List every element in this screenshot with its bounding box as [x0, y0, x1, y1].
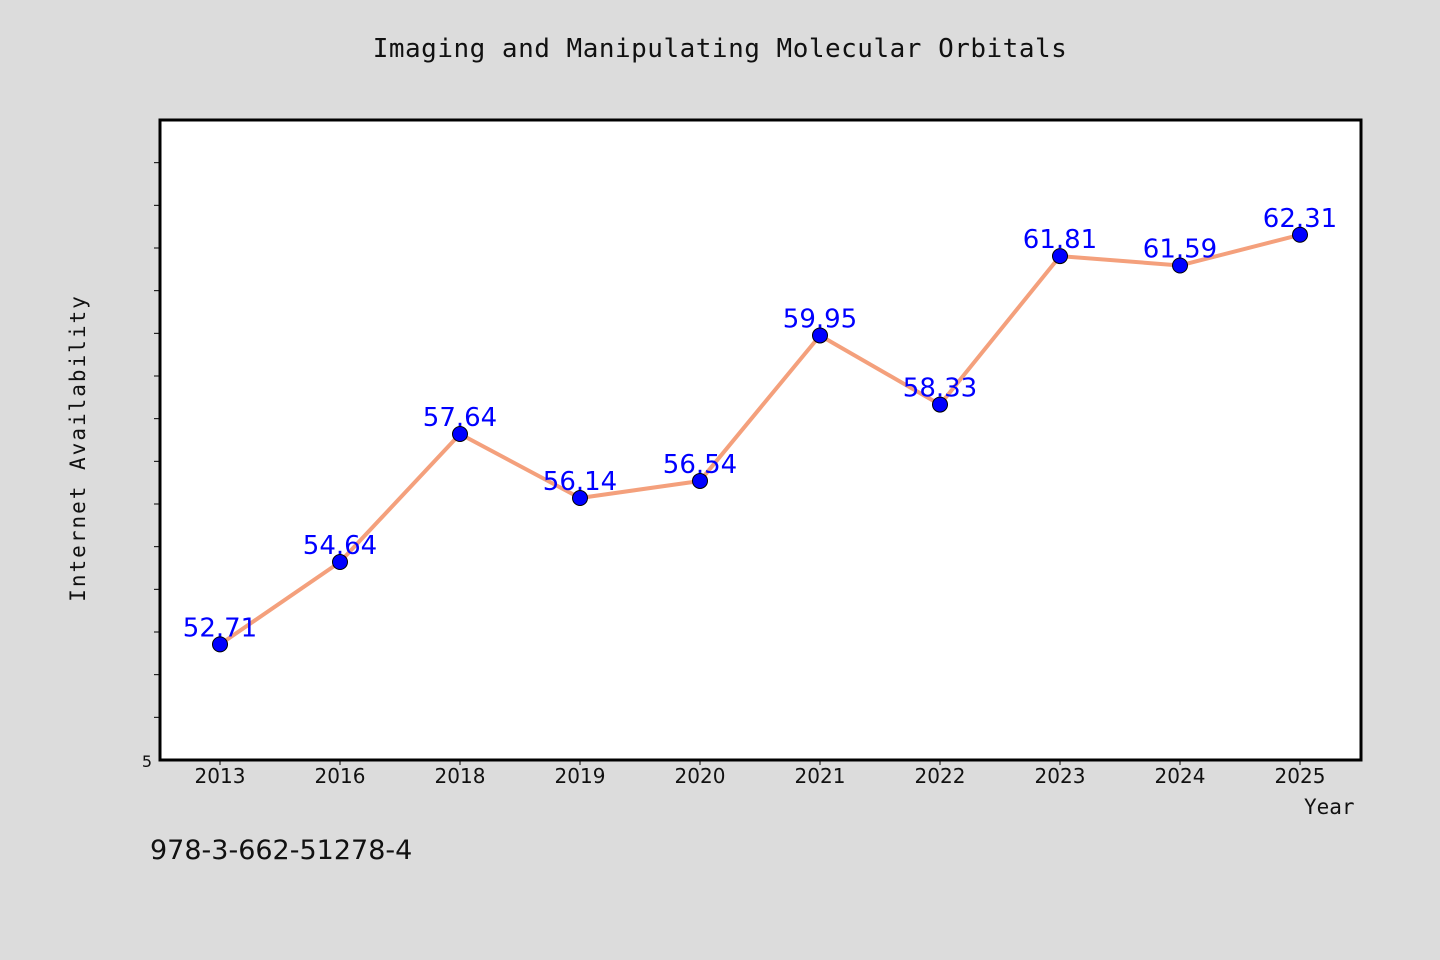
data-label: 61.59	[1143, 234, 1217, 264]
x-tick-label: 2019	[555, 764, 606, 788]
chart-title: Imaging and Manipulating Molecular Orbit…	[372, 34, 1068, 64]
data-point	[1292, 226, 1308, 243]
data-point	[212, 636, 228, 653]
data-point	[932, 396, 948, 413]
data-label: 57.64	[423, 403, 497, 433]
data-point	[452, 426, 468, 443]
data-point	[812, 327, 828, 344]
plot-frame	[158, 118, 1363, 762]
x-tick-label: 2024	[1155, 764, 1206, 788]
data-point	[1172, 257, 1188, 274]
y-tick-label: 5	[142, 752, 152, 771]
data-label: 56.14	[543, 467, 617, 497]
y-axis-label: Internet Availability	[66, 294, 90, 602]
data-point	[1052, 248, 1068, 265]
x-tick-label: 2013	[195, 764, 246, 788]
data-point	[332, 554, 348, 571]
data-label: 52.71	[183, 613, 257, 643]
isbn-footnote: 978-3-662-51278-4	[150, 835, 413, 866]
x-tick-label: 2022	[915, 764, 966, 788]
data-point	[572, 490, 588, 507]
x-tick-label: 2021	[795, 764, 846, 788]
data-point	[692, 472, 708, 489]
x-tick-label: 2018	[435, 764, 486, 788]
data-label: 62.31	[1263, 204, 1337, 234]
data-label: 54.64	[303, 531, 377, 561]
x-tick-label: 2016	[315, 764, 366, 788]
data-label: 61.81	[1023, 225, 1097, 255]
data-label: 58.33	[903, 374, 977, 404]
x-tick-label: 2025	[1275, 764, 1326, 788]
data-label: 56.54	[663, 450, 737, 480]
x-axis-label: Year	[1304, 795, 1355, 819]
plot-area	[160, 120, 1361, 760]
series-line	[218, 232, 1302, 647]
x-tick-label: 2023	[1035, 764, 1086, 788]
x-tick-label: 2020	[675, 764, 726, 788]
data-label: 59.95	[783, 304, 857, 334]
